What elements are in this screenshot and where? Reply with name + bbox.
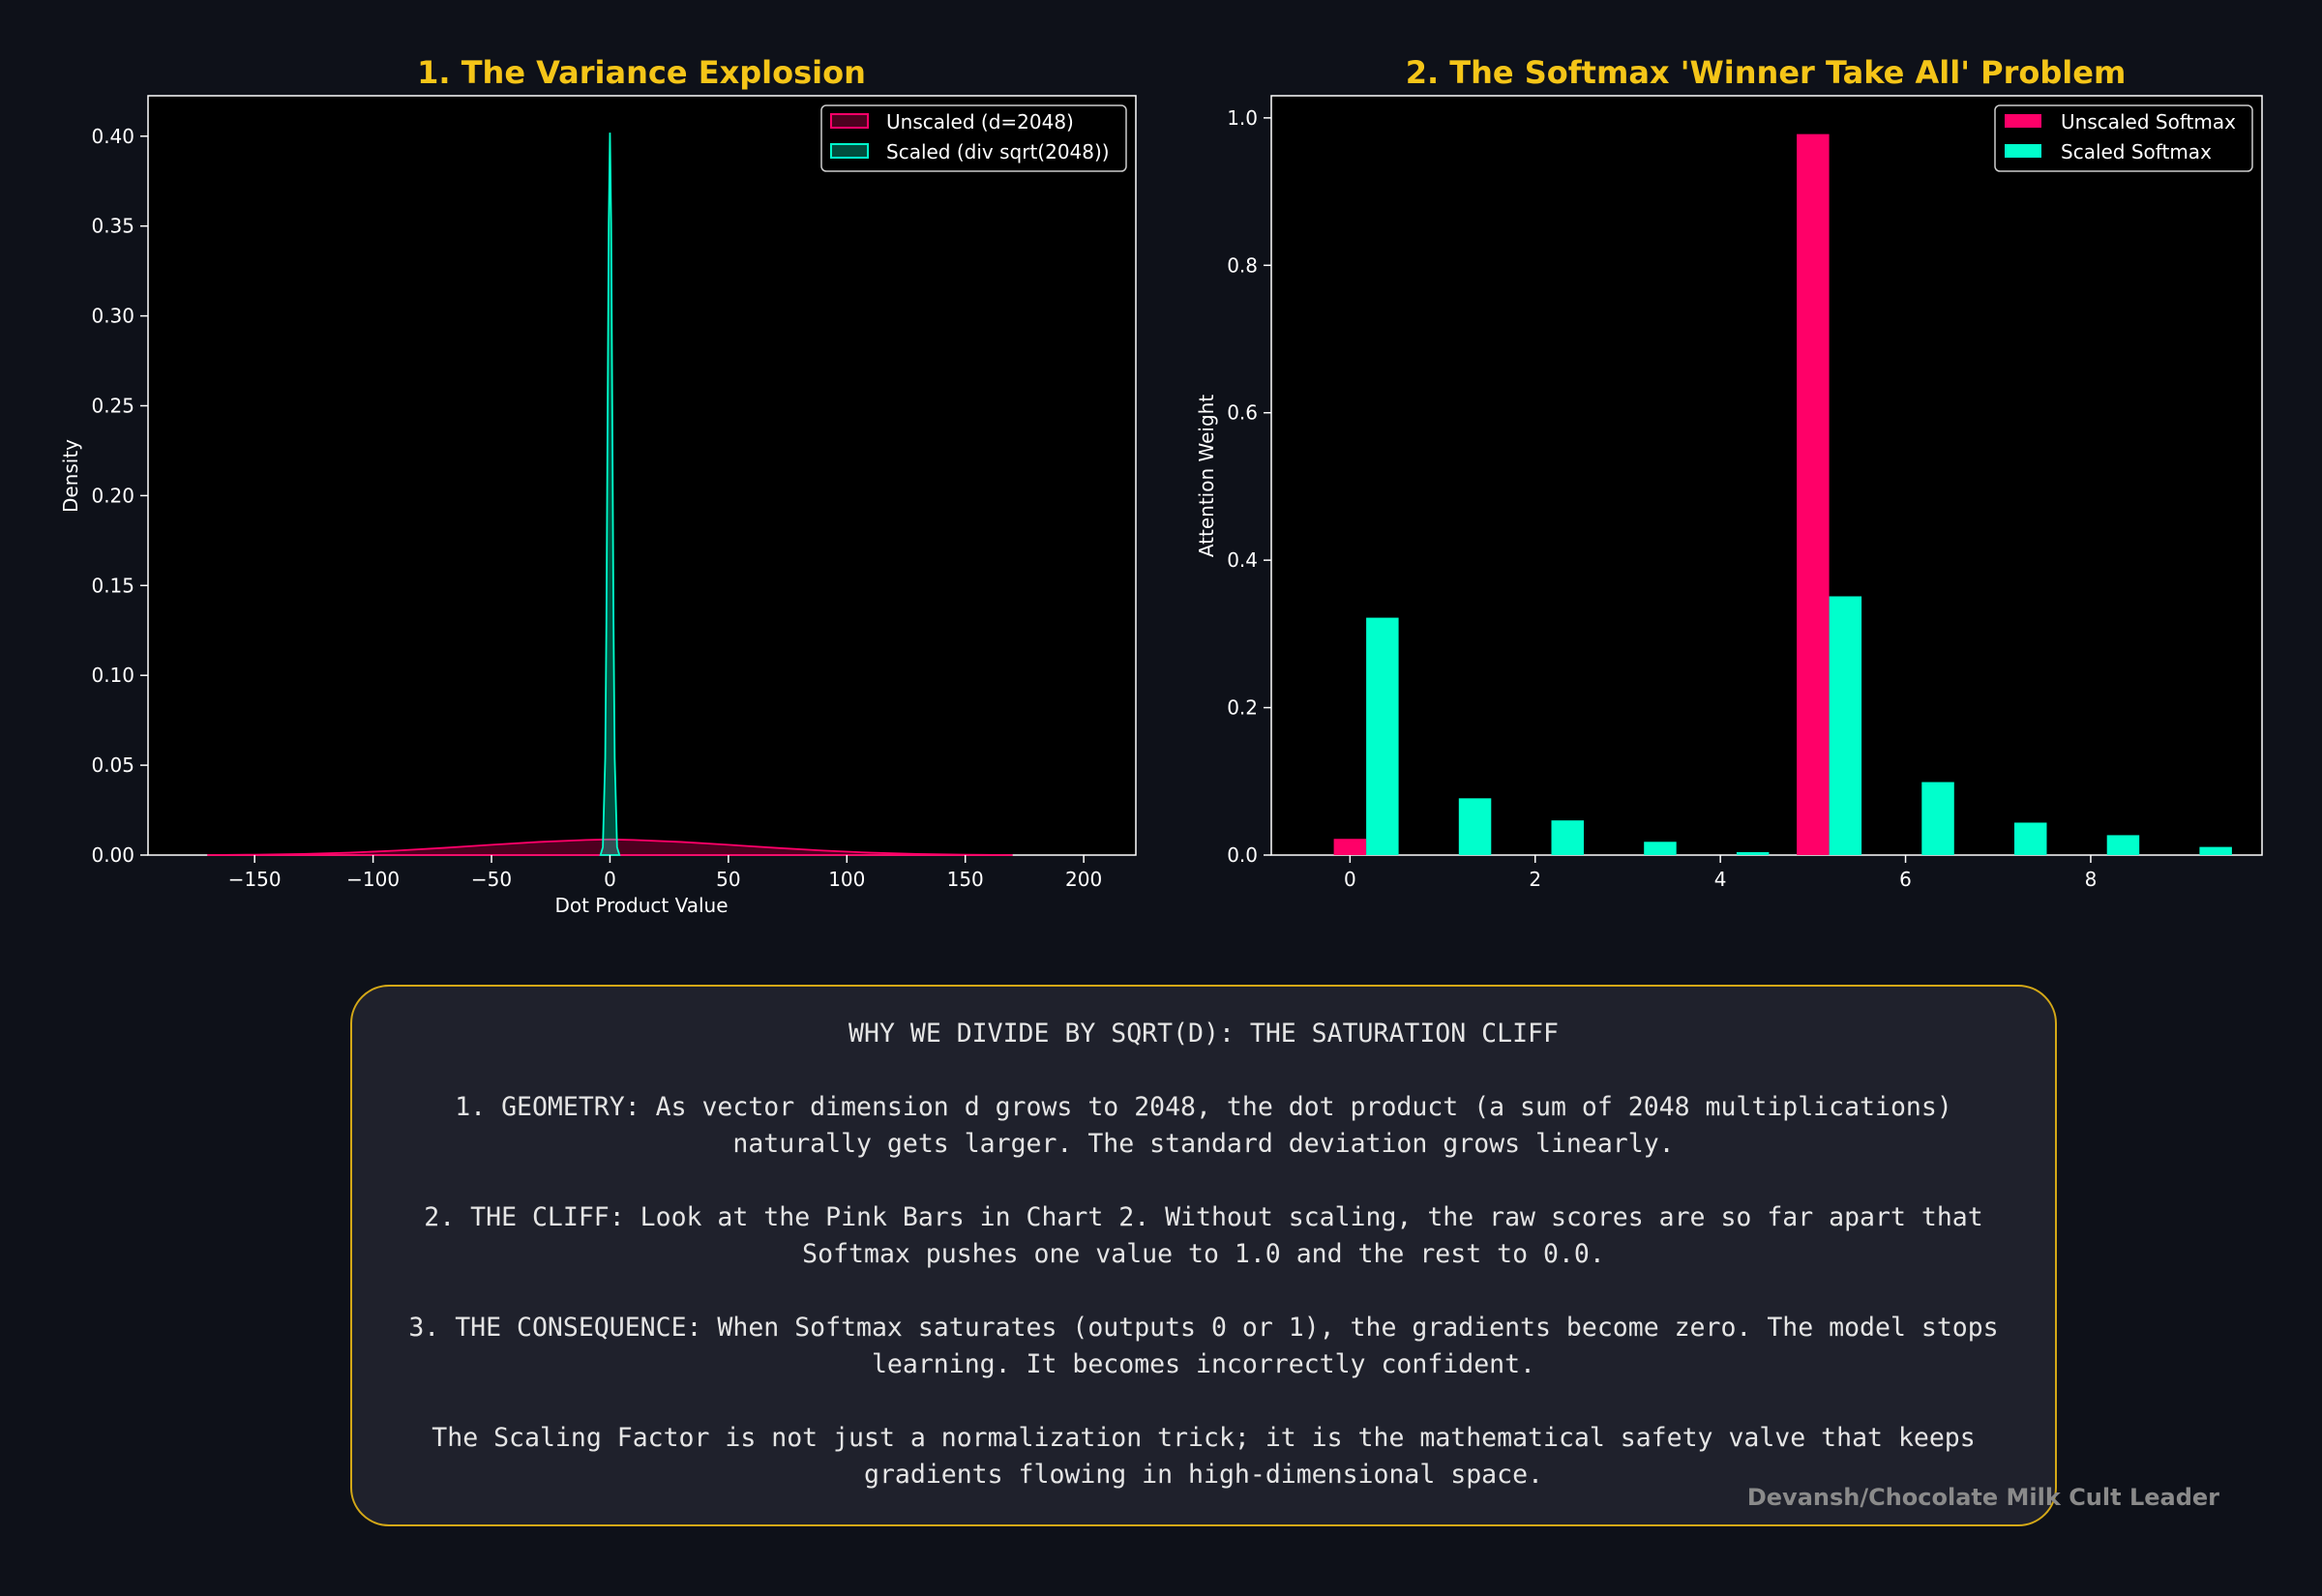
x-tick-label: 0 xyxy=(604,868,616,891)
x-tick-label: 100 xyxy=(828,868,865,891)
bar-scaled-softmax xyxy=(1736,851,1770,855)
bar-unscaled-softmax xyxy=(1797,133,1830,855)
explanation-conclusion: The Scaling Factor is not just a normali… xyxy=(432,1423,1976,1490)
chart2-marks xyxy=(1333,133,2232,855)
x-tick-label: 8 xyxy=(2085,868,2098,891)
x-tick-label: 50 xyxy=(716,868,740,891)
y-tick-label: 0.30 xyxy=(91,305,134,328)
legend-label-scaled-softmax: Scaled Softmax xyxy=(2061,140,2212,163)
y-tick-label: 0.15 xyxy=(91,574,134,597)
bar-scaled-softmax xyxy=(1366,617,1399,855)
chart1-yticks: 0.00 0.05 0.10 0.15 0.20 0.25 0.30 0.35 0.40 xyxy=(91,125,148,867)
y-tick-label: 0.4 xyxy=(1227,548,1258,572)
bar-scaled-softmax xyxy=(1644,842,1677,855)
bar-scaled-softmax xyxy=(1921,782,1954,855)
x-tick-label: 2 xyxy=(1529,868,1541,891)
charts-canvas: 1. The Variance Explosion −150 −100 −50 0 50… xyxy=(59,54,2263,917)
y-tick-label: 0.10 xyxy=(91,664,134,687)
y-tick-label: 0.25 xyxy=(91,395,134,418)
y-tick-label: 1.0 xyxy=(1227,106,1258,130)
x-tick-label: 200 xyxy=(1065,868,1102,891)
x-tick-label: 150 xyxy=(947,868,984,891)
y-tick-label: 0.40 xyxy=(91,125,134,148)
y-tick-label: 0.05 xyxy=(91,754,134,777)
legend-swatch-unscaled xyxy=(830,113,869,129)
chart1-plot-area xyxy=(147,95,1137,856)
chart2-yticks: 0.0 0.2 0.4 0.6 0.8 1.0 xyxy=(1227,106,1271,867)
bar-scaled-softmax xyxy=(1551,820,1584,855)
legend-label-unscaled: Unscaled (d=2048) xyxy=(886,110,1074,133)
chart2-legend: Unscaled Softmax Scaled Softmax xyxy=(1994,104,2253,172)
x-tick-label: 4 xyxy=(1714,868,1727,891)
chart1-xticks: −150 −100 −50 0 50 100 150 200 xyxy=(228,855,1102,891)
y-tick-label: 0.00 xyxy=(91,843,134,867)
y-tick-label: 0.2 xyxy=(1227,696,1258,720)
chart2-plot-area xyxy=(1270,95,2263,856)
chart1-legend: Unscaled (d=2048) Scaled (div sqrt(2048)… xyxy=(820,104,1127,172)
y-tick-label: 0.20 xyxy=(91,484,134,507)
x-tick-label: −150 xyxy=(228,868,282,891)
chart2-title: 2. The Softmax 'Winner Take All' Problem xyxy=(1406,54,2127,91)
bar-scaled-softmax xyxy=(1829,596,1862,855)
density-area-scaled xyxy=(599,133,621,856)
legend-swatch-scaled-softmax xyxy=(2005,144,2041,158)
chart2-ylabel: Attention Weight xyxy=(1195,395,1218,557)
chart1-title: 1. The Variance Explosion xyxy=(417,54,866,91)
bar-scaled-softmax xyxy=(2014,822,2047,855)
x-tick-label: −50 xyxy=(471,868,512,891)
y-tick-label: 0.0 xyxy=(1227,843,1258,867)
chart-variance-explosion: 1. The Variance Explosion −150 −100 −50 0 50… xyxy=(59,54,1137,917)
x-tick-label: 0 xyxy=(1344,868,1356,891)
explanation-box: WHY WE DIVIDE BY SQRT(D): THE SATURATION… xyxy=(350,985,2057,1526)
legend-swatch-unscaled-softmax xyxy=(2005,114,2041,128)
y-tick-label: 0.8 xyxy=(1227,253,1258,277)
bar-scaled-softmax xyxy=(1458,798,1492,855)
bar-scaled-softmax xyxy=(2199,846,2232,855)
density-area-unscaled xyxy=(207,838,1013,856)
bar-scaled-softmax xyxy=(2106,835,2140,855)
explanation-consequence: 3. THE CONSEQUENCE: When Softmax saturat… xyxy=(408,1313,1999,1379)
author-credit: Devansh/Chocolate Milk Cult Leader xyxy=(1746,1484,2219,1511)
chart1-marks xyxy=(207,133,1013,856)
chart1-xlabel: Dot Product Value xyxy=(554,894,728,917)
chart1-ylabel: Density xyxy=(59,439,82,513)
chart-softmax-winner-take-all: 2. The Softmax 'Winner Take All' Problem… xyxy=(1195,54,2263,891)
y-tick-label: 0.6 xyxy=(1227,401,1258,425)
legend-swatch-scaled xyxy=(830,143,869,159)
legend-label-unscaled-softmax: Unscaled Softmax xyxy=(2061,110,2236,133)
explanation-geometry: 1. GEOMETRY: As vector dimension d grows… xyxy=(455,1092,1952,1159)
x-tick-label: −100 xyxy=(346,868,400,891)
y-tick-label: 0.35 xyxy=(91,215,134,238)
x-tick-label: 6 xyxy=(1899,868,1912,891)
chart2-xticks: 0 2 4 6 8 xyxy=(1344,855,2097,891)
explanation-heading: WHY WE DIVIDE BY SQRT(D): THE SATURATION… xyxy=(848,1019,1559,1049)
legend-label-scaled: Scaled (div sqrt(2048)) xyxy=(886,140,1110,163)
explanation-cliff: 2. THE CLIFF: Look at the Pink Bars in C… xyxy=(424,1202,1983,1269)
bar-unscaled-softmax xyxy=(1333,839,1367,855)
